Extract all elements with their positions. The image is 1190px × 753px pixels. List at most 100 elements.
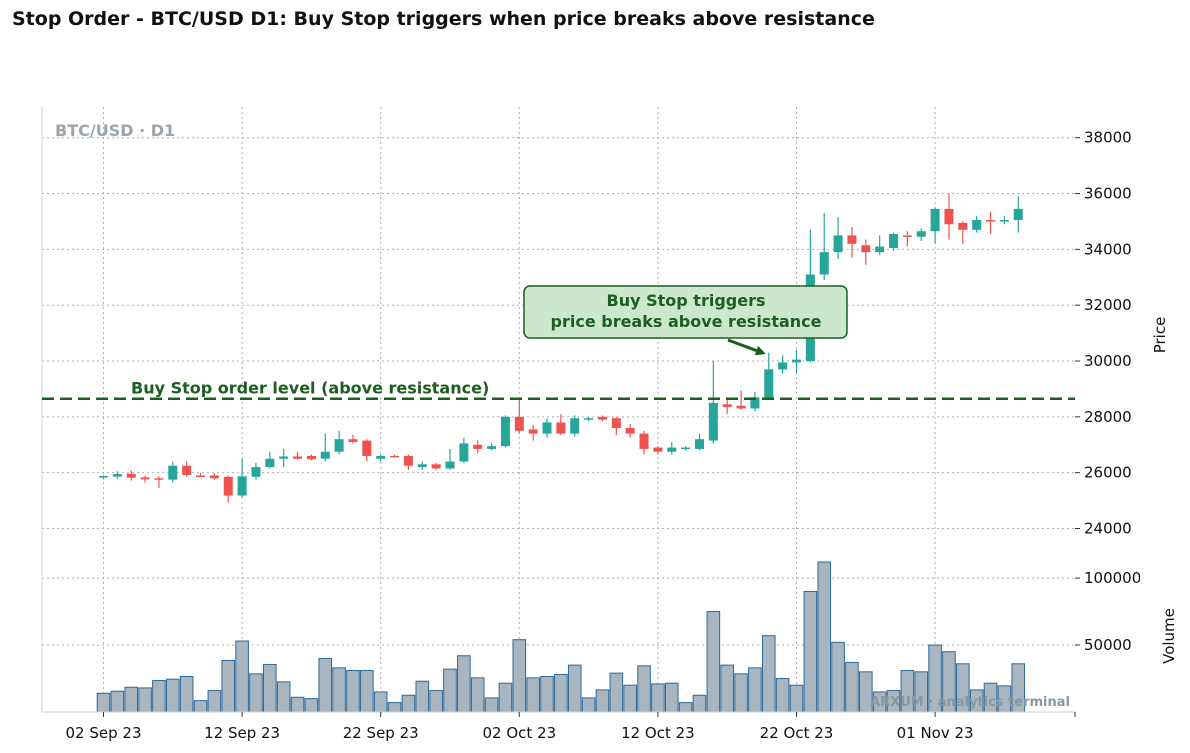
candle-body [320,451,330,459]
x-tick-label: 12 Sep 23 [204,724,280,742]
candle [528,425,538,441]
volume-bar [249,673,263,713]
candle [390,454,400,458]
candle-body [639,433,649,449]
candle [944,193,954,240]
candle-body [611,418,621,429]
x-tick-label: 01 Nov 23 [897,724,974,742]
candle-body [875,246,885,253]
candle [223,475,233,503]
volume-bar [470,677,485,713]
candle-body [348,439,358,442]
candle-body [556,422,566,434]
candle [1013,196,1023,233]
candle-body [112,474,122,477]
chart-title: Stop Order - BTC/USD D1: Buy Stop trigge… [12,8,875,30]
candle-body [265,458,275,468]
volume-bar [817,561,832,713]
candle-body [390,455,400,458]
annotation-arrowhead [754,345,766,356]
candle-body [916,231,926,237]
candle [639,430,649,455]
candle [514,400,524,434]
candle-body [944,208,954,225]
candle [403,454,413,470]
candle-body [279,456,289,459]
candle [722,397,732,415]
candle [681,446,691,451]
candle-body [487,446,497,449]
candle-body [154,478,164,480]
candle [500,415,510,448]
annotation-line-1: Buy Stop triggers [607,291,766,310]
candle [847,227,857,258]
candle-body [431,464,441,469]
candle-body [722,404,732,408]
candle [708,361,718,444]
candle-body [417,464,427,468]
volume-tick-label: 100000 [1084,569,1141,587]
price-axis-label: Price [1151,317,1169,354]
candlestick-series [99,193,1023,503]
volume-bar [138,687,152,713]
candle [196,472,206,477]
candle [182,460,192,477]
candle-body [570,418,580,434]
candle-body [459,443,469,462]
candle [99,475,108,480]
volume-bar [193,700,208,713]
volume-bar [651,683,665,713]
volume-bar [221,659,236,713]
volume-bar [595,689,610,713]
volume-bar [263,663,277,713]
candle-body [293,456,303,459]
annotation-callout: Buy Stop triggers price breaks above res… [523,285,848,356]
candle [792,349,801,374]
candle [597,415,607,422]
volume-bar [401,694,416,713]
x-tick-label: 02 Sep 23 [66,724,142,742]
candle [930,207,940,244]
axes-frame [41,107,1075,713]
candle [293,451,303,461]
volume-bar [664,682,679,713]
candle-body [902,235,912,237]
candle-body [819,252,829,275]
candle [126,470,136,481]
candle-body [861,245,871,253]
volume-bar [166,678,180,713]
x-tick-label: 12 Oct 23 [621,724,695,742]
candle [833,217,843,260]
candle [376,454,386,462]
candle-body [736,405,746,409]
candle-body [792,359,801,363]
candle-body [597,416,607,420]
candle [348,434,358,444]
candle-body [667,447,677,452]
candle-body [999,220,1009,222]
volume-bar [332,667,346,713]
candle [861,239,871,265]
volume-series [96,561,1026,713]
candle [445,448,455,470]
volume-bar [789,684,804,713]
annotation-line-2: price breaks above resistance [551,312,822,331]
candle-body [237,476,247,496]
candle [778,355,788,374]
volume-bar [720,664,735,713]
x-tick-label: 22 Oct 23 [760,724,834,742]
candle-body [99,476,108,478]
price-tick-label: 36000 [1084,185,1132,203]
volume-bar [276,681,291,713]
axis-ticks: 02 Sep 23 12 Sep 23 22 Sep 23 02 Oct 23 12 O… [66,129,1142,742]
candle-body [847,235,857,244]
candle [209,473,219,480]
candle-body [403,455,413,466]
candle [334,430,344,455]
candle-body [445,461,455,469]
buy-stop-level-label: Buy Stop order level (above resistance) [131,379,489,398]
volume-bar [526,677,540,713]
volume-bar [637,665,651,713]
candle [972,215,982,233]
